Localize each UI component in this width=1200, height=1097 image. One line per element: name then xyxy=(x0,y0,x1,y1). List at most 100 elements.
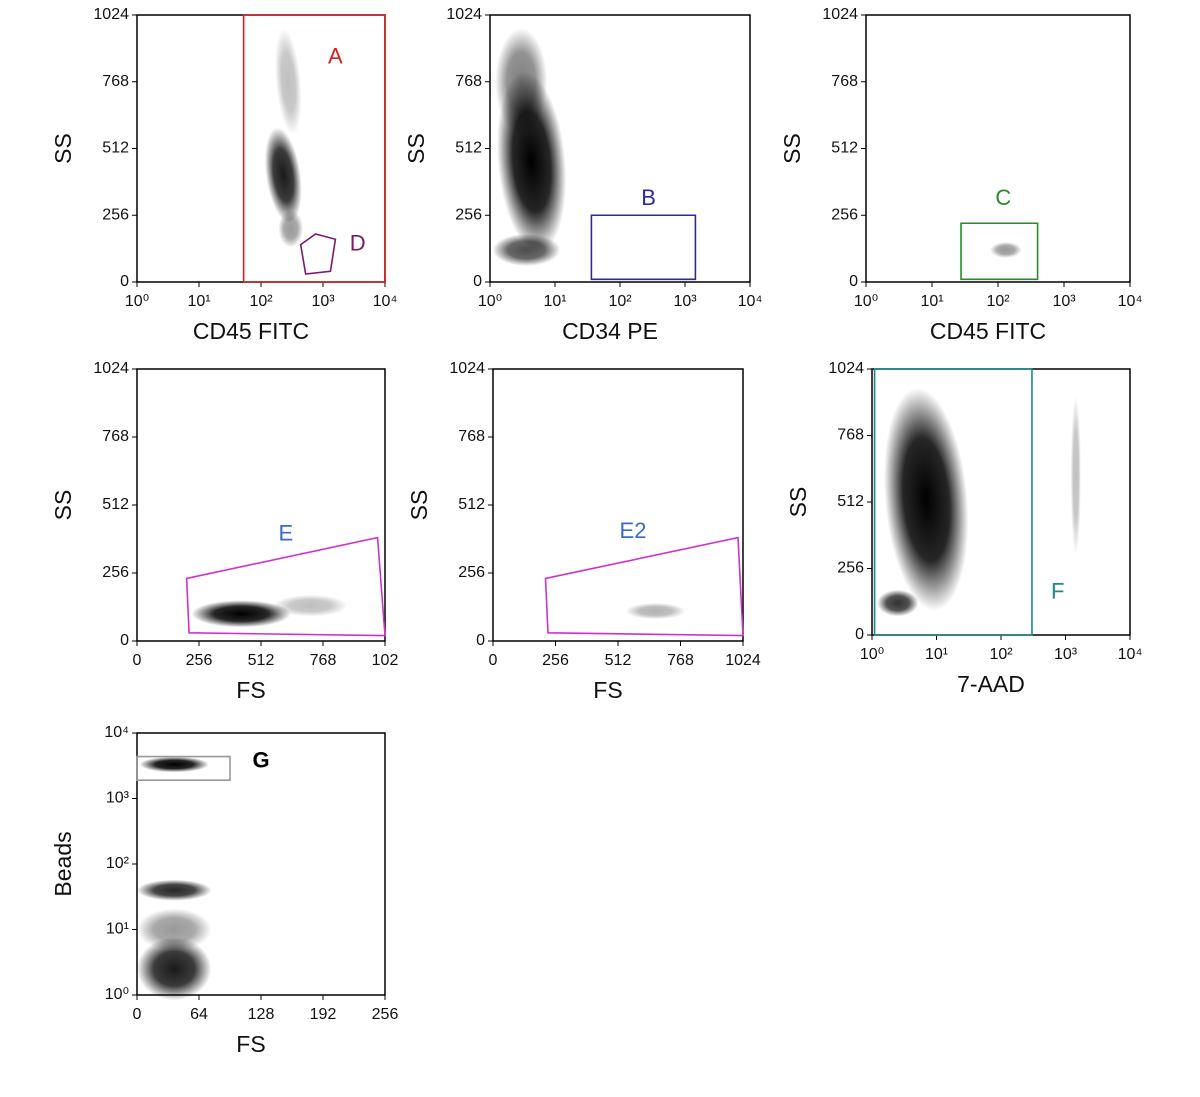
x-tick-label: 10¹ xyxy=(543,293,566,310)
x-axis-label: CD45 FITC xyxy=(930,318,1046,344)
y-tick-label: 256 xyxy=(102,564,129,581)
y-tick-label: 0 xyxy=(849,273,858,290)
panel: 10⁰ 10¹ 10² 10³ 10⁴ 0 256 512 768 1024 CD45 FITC SS… xyxy=(779,6,1142,344)
x-tick-label: 10⁴ xyxy=(1118,293,1143,310)
x-tick-label: 256 xyxy=(542,652,569,669)
x-tick-label: 512 xyxy=(605,652,632,669)
x-tick-label: 10¹ xyxy=(925,646,948,663)
y-tick-label: 1024 xyxy=(93,360,129,377)
gate xyxy=(960,222,1039,281)
x-tick-label: 10⁰ xyxy=(860,646,884,663)
gate-label: D xyxy=(350,230,366,255)
plot-frame xyxy=(865,14,1131,283)
x-tick-label: 256 xyxy=(372,1006,399,1023)
y-axis-label: Beads xyxy=(50,831,76,896)
x-tick-label: 0 xyxy=(489,652,498,669)
density-cloud xyxy=(278,209,304,248)
panel: 10⁰ 10¹ 10² 10³ 10⁴ 0 256 512 768 1024 7-AAD SS F xyxy=(785,360,1142,697)
x-tick-label: 0 xyxy=(133,652,142,669)
density-cloud xyxy=(495,28,548,136)
gate xyxy=(590,214,697,281)
x-tick-label: 192 xyxy=(310,1006,337,1023)
density-cloud xyxy=(275,28,302,135)
density-cloud xyxy=(990,241,1022,258)
gate-label: G xyxy=(252,748,269,773)
gate xyxy=(185,536,386,637)
y-tick-label: 10⁴ xyxy=(104,724,129,741)
y-tick-label: 10¹ xyxy=(106,921,129,938)
y-tick-label: 0 xyxy=(473,273,482,290)
x-tick-label: 10² xyxy=(249,293,273,310)
x-axis-label: FS xyxy=(236,1031,265,1057)
x-tick-label: 10⁴ xyxy=(738,293,763,310)
y-tick-label: 512 xyxy=(455,140,482,157)
x-tick-label: 256 xyxy=(186,652,213,669)
y-tick-label: 768 xyxy=(458,428,485,445)
gate-label: F xyxy=(1051,578,1064,603)
x-tick-label: 10⁰ xyxy=(854,293,878,310)
y-tick-label: 768 xyxy=(102,73,129,90)
y-tick-label: 768 xyxy=(831,73,858,90)
x-tick-label: 10³ xyxy=(311,293,335,310)
x-tick-label: 512 xyxy=(248,652,275,669)
gate xyxy=(136,755,231,781)
y-axis-label: SS xyxy=(403,133,429,164)
gate-label: E xyxy=(278,521,293,546)
x-tick-label: 10⁰ xyxy=(478,293,502,310)
x-tick-label: 10⁴ xyxy=(1118,646,1143,663)
x-tick-label: 10⁴ xyxy=(373,293,398,310)
y-tick-label: 256 xyxy=(458,564,485,581)
x-tick-label: 10² xyxy=(608,293,632,310)
x-tick-label: 10³ xyxy=(1052,293,1076,310)
y-tick-label: 1024 xyxy=(449,360,485,377)
y-tick-label: 768 xyxy=(102,428,129,445)
x-axis-label: FS xyxy=(236,677,265,703)
y-tick-label: 0 xyxy=(855,626,864,643)
y-tick-label: 256 xyxy=(102,206,129,223)
x-tick-label: 768 xyxy=(310,652,337,669)
y-axis-label: SS xyxy=(785,487,811,518)
x-tick-label: 128 xyxy=(248,1006,275,1023)
density-cloud xyxy=(137,908,212,951)
gate-label: E2 xyxy=(620,518,647,543)
y-tick-label: 10⁰ xyxy=(105,986,129,1003)
x-tick-label: 10¹ xyxy=(187,293,210,310)
x-tick-label: 0 xyxy=(133,1006,142,1023)
plot-frame xyxy=(492,368,744,642)
x-axis-label: 7-AAD xyxy=(957,671,1025,697)
density-cloud xyxy=(492,233,561,266)
y-tick-label: 0 xyxy=(120,632,129,649)
y-tick-label: 512 xyxy=(458,496,485,513)
y-tick-label: 768 xyxy=(837,427,864,444)
density-cloud xyxy=(273,594,348,617)
y-axis-label: SS xyxy=(50,133,76,164)
x-tick-label: 10² xyxy=(986,293,1010,310)
y-tick-label: 768 xyxy=(455,73,482,90)
plot-frame xyxy=(136,14,386,283)
y-tick-label: 512 xyxy=(837,493,864,510)
y-tick-label: 10² xyxy=(106,855,130,872)
plot-frame xyxy=(136,368,386,642)
x-tick-label: 10⁰ xyxy=(125,293,149,310)
gate-label: A xyxy=(328,44,343,69)
x-tick-label: 10³ xyxy=(673,293,697,310)
y-tick-label: 512 xyxy=(831,140,858,157)
gate xyxy=(242,14,386,283)
gate xyxy=(299,233,337,275)
y-tick-label: 512 xyxy=(102,496,129,513)
gate xyxy=(544,536,744,637)
x-axis-label: CD45 FITC xyxy=(193,318,309,344)
panel: 0 256 512 768 1024 0 256 512 768 1024 FS SS E2 xyxy=(406,360,761,703)
x-tick-label: 10¹ xyxy=(920,293,943,310)
gate-label: C xyxy=(995,185,1011,210)
y-tick-label: 1024 xyxy=(822,6,858,23)
y-axis-label: SS xyxy=(779,133,805,164)
y-tick-label: 512 xyxy=(102,140,129,157)
panel: 10⁰ 10¹ 10² 10³ 10⁴ 0 256 512 768 1024 CD45 FITC SS… xyxy=(50,6,397,344)
y-tick-label: 0 xyxy=(120,273,129,290)
density-cloud xyxy=(139,756,209,773)
density-cloud xyxy=(191,600,291,628)
gate xyxy=(873,368,1033,636)
y-tick-label: 0 xyxy=(476,632,485,649)
